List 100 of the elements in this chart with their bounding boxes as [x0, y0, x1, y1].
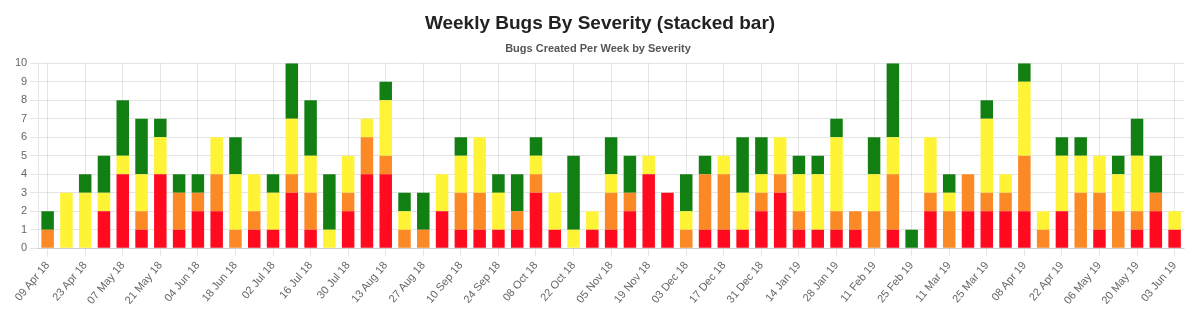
bar — [623, 192, 637, 212]
bar — [1018, 155, 1031, 212]
bar — [1055, 211, 1069, 248]
bar — [1036, 229, 1050, 248]
bar — [379, 100, 392, 156]
bar — [379, 155, 392, 175]
bar — [886, 174, 900, 230]
x-tick-label: 14 Jan 19 — [762, 258, 803, 304]
bar — [586, 211, 599, 230]
bar — [1018, 211, 1031, 248]
bar — [548, 192, 562, 230]
x-tick-label: 19 Nov 18 — [611, 258, 653, 306]
bar — [154, 137, 167, 175]
bar — [529, 137, 543, 156]
bar — [97, 192, 111, 212]
bar — [773, 137, 787, 175]
bar — [379, 81, 392, 101]
bar — [548, 229, 562, 248]
bar — [229, 137, 242, 175]
bar — [454, 137, 468, 156]
chart-title: Weekly Bugs By Severity (stacked bar) — [423, 11, 777, 35]
bar — [924, 192, 937, 212]
bar — [642, 155, 655, 175]
bar — [78, 174, 92, 193]
bar — [1074, 137, 1087, 156]
bar — [266, 229, 280, 248]
bar — [116, 155, 129, 175]
x-tick-label: 09 Apr 18 — [12, 258, 52, 303]
bar — [680, 174, 693, 212]
bar — [604, 192, 618, 230]
bar — [717, 229, 731, 248]
y-tick-label: 7 — [21, 111, 28, 124]
bar — [248, 174, 261, 212]
bar — [1149, 192, 1163, 212]
bar — [435, 211, 449, 248]
bar — [1149, 211, 1163, 248]
bar — [924, 137, 937, 193]
bar — [116, 100, 129, 156]
bar — [905, 229, 918, 248]
bar — [210, 174, 223, 212]
bar — [1093, 229, 1106, 248]
bar — [135, 118, 148, 175]
bar — [154, 118, 167, 138]
bar — [210, 137, 223, 175]
bar — [1018, 63, 1031, 82]
bar — [360, 137, 374, 175]
bar — [999, 174, 1012, 193]
bar — [1112, 155, 1125, 175]
bar — [529, 174, 543, 193]
bar — [1130, 118, 1144, 156]
bar — [135, 211, 148, 230]
bar — [78, 192, 92, 248]
bar — [717, 155, 731, 175]
bar — [341, 155, 355, 193]
bar — [492, 174, 505, 193]
bar — [1093, 155, 1106, 193]
bar — [191, 211, 205, 248]
bar — [680, 211, 693, 230]
chart-subtitle: Bugs Created Per Week by Severity — [505, 41, 692, 54]
bar — [398, 192, 411, 212]
bar — [999, 211, 1012, 248]
x-tick-label: 22 Oct 18 — [537, 258, 578, 304]
bar — [661, 192, 674, 248]
bar — [717, 174, 731, 230]
bar — [248, 229, 261, 248]
bar — [41, 229, 54, 248]
bar — [191, 174, 205, 193]
bar — [1168, 211, 1181, 230]
bar — [830, 118, 843, 138]
bar — [285, 174, 299, 193]
bar — [492, 229, 505, 248]
bar — [999, 192, 1012, 212]
bar — [698, 155, 712, 175]
bar — [116, 174, 129, 248]
bar — [1168, 229, 1181, 248]
bar — [360, 174, 374, 248]
bar — [1018, 81, 1031, 156]
bar — [773, 192, 787, 248]
bar — [285, 192, 299, 248]
bar — [1074, 155, 1087, 193]
bar — [980, 100, 994, 119]
bar — [924, 211, 937, 248]
bar — [510, 211, 524, 230]
bar — [604, 174, 618, 193]
bar — [830, 229, 843, 248]
bar — [172, 229, 186, 248]
bar — [172, 174, 186, 193]
bar — [1130, 229, 1144, 248]
bar — [304, 155, 317, 193]
bar — [398, 211, 411, 230]
bar — [1074, 192, 1087, 248]
bar — [1036, 211, 1050, 230]
bar — [586, 229, 599, 248]
bar — [867, 137, 881, 175]
x-tick-label: 02 Jul 18 — [239, 258, 277, 301]
bar — [323, 174, 336, 230]
y-tick-label: 4 — [21, 167, 28, 180]
bar — [266, 192, 280, 230]
x-tick-label: 08 Oct 18 — [500, 258, 540, 304]
bar — [1112, 211, 1125, 248]
